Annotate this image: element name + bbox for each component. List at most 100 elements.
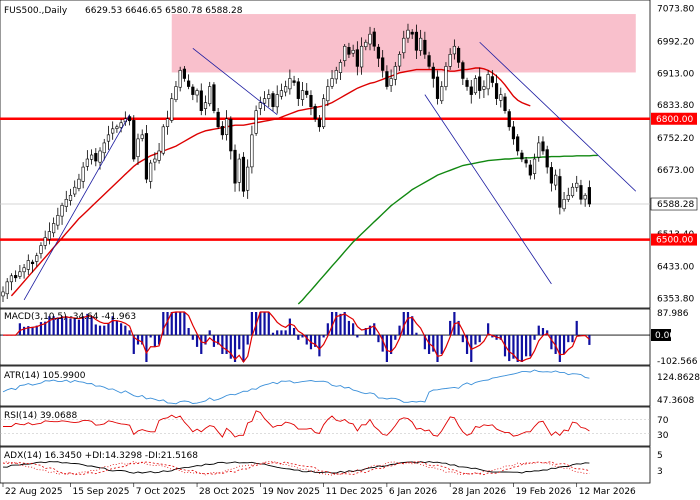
- macd-bar: [520, 335, 523, 362]
- candle-body: [102, 142, 106, 154]
- candle-body: [212, 84, 216, 112]
- macd-bar: [373, 323, 376, 336]
- macd-bar: [423, 335, 426, 350]
- candle-body: [326, 86, 330, 102]
- macd-bar: [149, 335, 152, 338]
- macd-bar: [537, 325, 540, 336]
- candle-body: [233, 149, 237, 184]
- macd-bar: [322, 335, 325, 338]
- macd-bar: [98, 325, 102, 336]
- macd-bar: [558, 335, 561, 362]
- macd-bar: [276, 330, 279, 336]
- macd-bar: [187, 328, 190, 336]
- candle-body: [452, 45, 456, 55]
- price-axis: 7073.80 6992.20 6913.00 6833.80 6752.20 6673.…: [650, 4, 698, 304]
- candle-body: [203, 102, 208, 109]
- macd-bar: [541, 328, 545, 336]
- candle-body: [330, 78, 334, 87]
- atr-label: ATR(14) 105.9900: [4, 371, 86, 381]
- macd-bar: [153, 335, 156, 347]
- macd-bar: [546, 330, 549, 336]
- atr-panel-frame: [0, 365, 651, 407]
- candle-body: [406, 29, 410, 39]
- candle-body: [381, 57, 385, 71]
- macd-bar: [297, 335, 300, 340]
- candle-body: [136, 138, 140, 157]
- candle-body: [300, 90, 305, 100]
- ma-fast-line: [10, 67, 531, 297]
- macd-bar: [124, 325, 127, 336]
- macd-bar: [352, 323, 355, 336]
- price-tick-label: 6752.20: [657, 134, 694, 144]
- macd-label: MACD(3,10,5) -34.64 -41.963: [4, 312, 136, 322]
- candle-body: [52, 223, 56, 234]
- candle-body: [89, 154, 94, 160]
- candle-body: [393, 66, 397, 80]
- candle-body: [537, 142, 541, 158]
- adx-minus-di-line: [2, 460, 590, 476]
- macd-bar: [406, 312, 410, 336]
- macd-bar: [474, 335, 477, 345]
- candle-body: [26, 260, 30, 270]
- macd-bar: [478, 335, 481, 343]
- candle-body: [18, 271, 22, 277]
- price-tick-label: 6833.80: [657, 101, 694, 111]
- macd-bar: [77, 319, 81, 336]
- macd-panel: MACD(3,10,5) -34.64 -41.963 87.986 0.00 …: [0, 308, 698, 367]
- adx-panel-frame: [0, 446, 651, 484]
- macd-bar: [94, 324, 97, 336]
- macd-bar: [238, 335, 241, 350]
- rsi-label: RSI(14) 39.0688: [4, 411, 77, 421]
- candle-body: [511, 126, 516, 140]
- candle-body: [482, 86, 486, 90]
- candle-body: [419, 37, 423, 51]
- macd-bar: [39, 322, 43, 336]
- candle-body: [461, 62, 465, 79]
- candle-body: [549, 167, 554, 184]
- candle-body: [554, 174, 558, 186]
- candle-body: [486, 74, 490, 90]
- adx-label: ADX(14) 16.3450 +DI:14.3298 -DI:21.5168: [4, 451, 198, 461]
- candle-body: [216, 111, 220, 128]
- candle-body: [284, 86, 288, 93]
- macd-bar: [427, 335, 431, 354]
- candle-body: [195, 90, 199, 96]
- macd-bar: [246, 335, 249, 345]
- price-tick-label: 6673.00: [657, 166, 694, 176]
- candle-body: [288, 78, 292, 90]
- macd-axis-bottom: -102.566: [657, 357, 698, 367]
- level-tag-6800: [651, 112, 697, 125]
- candle-body: [56, 215, 60, 226]
- macd-axis-zero: 0.00: [655, 331, 675, 341]
- candle-body: [199, 90, 203, 112]
- candle-body: [22, 267, 26, 273]
- candle-body: [317, 118, 321, 128]
- price-tick-label: 6353.80: [657, 294, 694, 304]
- macd-bar: [390, 335, 393, 354]
- macd-bar: [183, 312, 186, 336]
- candle-body: [545, 149, 549, 168]
- candle-body: [106, 134, 111, 142]
- candle-body: [68, 194, 73, 201]
- time-tick-label: 15 Sep 2025: [72, 487, 129, 497]
- candle-body: [77, 178, 81, 189]
- candle-body: [111, 128, 115, 134]
- rsi-axis-30: 30: [657, 431, 669, 441]
- candle-body: [364, 41, 368, 47]
- adx-plus-di-line: [2, 461, 590, 476]
- candle-body: [435, 76, 440, 99]
- candle-body: [351, 49, 355, 54]
- time-tick-label: 6 Jan 2026: [389, 487, 437, 497]
- macd-bar: [465, 335, 469, 354]
- macd-bar: [288, 318, 291, 336]
- macd-zero-tag: [651, 329, 671, 341]
- macd-bar: [499, 335, 502, 340]
- candle-body: [313, 106, 317, 120]
- candle-body: [410, 31, 414, 35]
- candle-body: [119, 122, 123, 128]
- macd-bar: [508, 335, 511, 362]
- current-price-tag: [650, 197, 698, 211]
- candle-body: [220, 126, 224, 136]
- candle-body: [47, 231, 52, 240]
